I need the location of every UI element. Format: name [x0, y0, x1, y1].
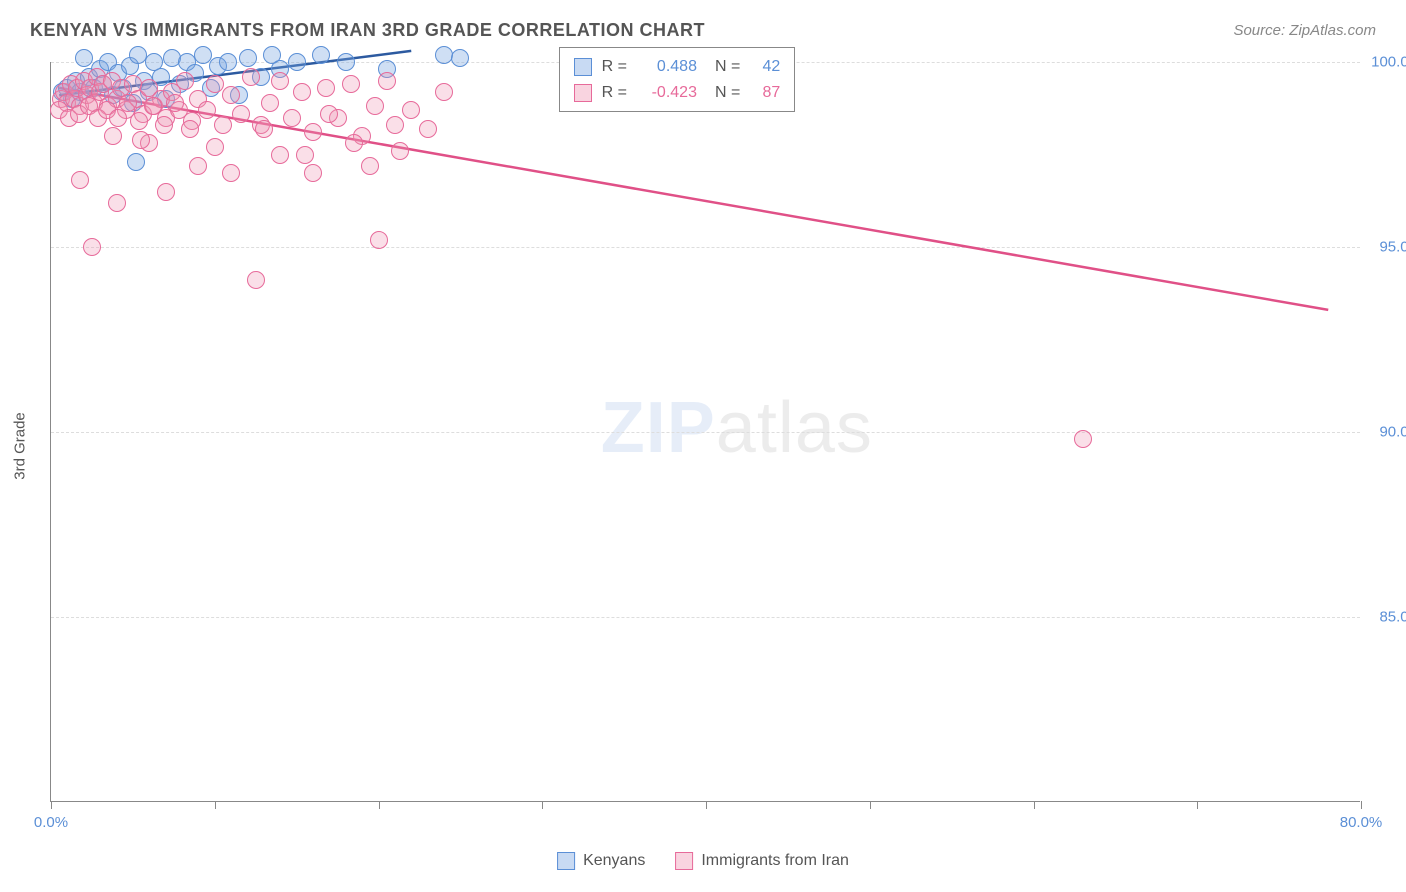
scatter-point — [232, 105, 250, 123]
corr-swatch — [574, 84, 592, 102]
xtick — [1361, 801, 1362, 809]
xtick — [1197, 801, 1198, 809]
scatter-point — [166, 94, 184, 112]
correlation-row: R = 0.488 N = 42 — [574, 54, 781, 80]
scatter-point — [71, 171, 89, 189]
scatter-point — [206, 138, 224, 156]
xtick-label: 0.0% — [34, 814, 68, 831]
scatter-point — [304, 123, 322, 141]
scatter-point — [304, 164, 322, 182]
scatter-point — [176, 72, 194, 90]
scatter-point — [222, 86, 240, 104]
scatter-point — [283, 109, 301, 127]
xtick — [1034, 801, 1035, 809]
legend-swatch-pink — [675, 852, 693, 870]
scatter-point — [402, 101, 420, 119]
scatter-point — [435, 83, 453, 101]
scatter-point — [155, 116, 173, 134]
legend-label-iran: Immigrants from Iran — [701, 852, 849, 870]
scatter-point — [75, 49, 93, 67]
corr-n-label: N = — [715, 80, 740, 106]
legend-item-kenyans: Kenyans — [557, 852, 645, 870]
scatter-point — [189, 157, 207, 175]
correlation-box: R = 0.488 N = 42 R = -0.423 N = 87 — [559, 47, 796, 112]
scatter-point — [296, 146, 314, 164]
y-axis-label: 3rd Grade — [12, 412, 29, 480]
scatter-point — [366, 97, 384, 115]
scatter-point — [132, 131, 150, 149]
scatter-point — [342, 75, 360, 93]
scatter-point — [130, 112, 148, 130]
scatter-point — [108, 194, 126, 212]
bottom-legend: Kenyans Immigrants from Iran — [557, 852, 849, 870]
scatter-point — [320, 105, 338, 123]
xtick — [706, 801, 707, 809]
scatter-point — [1074, 430, 1092, 448]
corr-n-label: N = — [715, 54, 740, 80]
corr-swatch — [574, 58, 592, 76]
legend-label-kenyans: Kenyans — [583, 852, 645, 870]
corr-r-value: 0.488 — [637, 54, 697, 80]
scatter-point — [214, 116, 232, 134]
scatter-point — [317, 79, 335, 97]
ytick-label: 90.0% — [1379, 424, 1406, 441]
xtick — [215, 801, 216, 809]
corr-r-label: R = — [602, 80, 627, 106]
scatter-point — [242, 68, 260, 86]
legend-swatch-blue — [557, 852, 575, 870]
scatter-point — [288, 53, 306, 71]
corr-r-value: -0.423 — [637, 80, 697, 106]
trend-svg — [51, 62, 1361, 802]
scatter-point — [312, 46, 330, 64]
chart-source: Source: ZipAtlas.com — [1233, 22, 1376, 39]
scatter-point — [370, 231, 388, 249]
scatter-point — [361, 157, 379, 175]
scatter-point — [157, 183, 175, 201]
scatter-point — [247, 271, 265, 289]
correlation-row: R = -0.423 N = 87 — [574, 80, 781, 106]
scatter-point — [255, 120, 273, 138]
scatter-point — [435, 46, 453, 64]
scatter-point — [271, 146, 289, 164]
scatter-point — [239, 49, 257, 67]
scatter-point — [206, 75, 224, 93]
scatter-point — [378, 72, 396, 90]
scatter-point — [129, 46, 147, 64]
scatter-point — [219, 53, 237, 71]
scatter-point — [386, 116, 404, 134]
scatter-point — [181, 120, 199, 138]
scatter-point — [337, 53, 355, 71]
xtick — [542, 801, 543, 809]
legend-item-iran: Immigrants from Iran — [675, 852, 849, 870]
chart-title: KENYAN VS IMMIGRANTS FROM IRAN 3RD GRADE… — [30, 20, 705, 41]
scatter-point — [261, 94, 279, 112]
scatter-point — [119, 94, 137, 112]
corr-r-label: R = — [602, 54, 627, 80]
scatter-point — [271, 72, 289, 90]
chart-header: KENYAN VS IMMIGRANTS FROM IRAN 3RD GRADE… — [0, 0, 1406, 51]
scatter-point — [345, 134, 363, 152]
scatter-point — [83, 238, 101, 256]
ytick-label: 95.0% — [1379, 239, 1406, 256]
xtick — [51, 801, 52, 809]
scatter-point — [293, 83, 311, 101]
ytick-label: 85.0% — [1379, 609, 1406, 626]
scatter-point — [391, 142, 409, 160]
ytick-label: 100.0% — [1371, 54, 1406, 71]
xtick — [379, 801, 380, 809]
scatter-point — [144, 97, 162, 115]
scatter-point — [451, 49, 469, 67]
scatter-point — [198, 101, 216, 119]
xtick — [870, 801, 871, 809]
scatter-point — [104, 127, 122, 145]
corr-n-value: 42 — [750, 54, 780, 80]
scatter-chart: ZIPatlas 85.0%90.0%95.0%100.0%0.0%80.0%R… — [50, 62, 1360, 802]
xtick-label: 80.0% — [1340, 814, 1383, 831]
scatter-point — [127, 153, 145, 171]
scatter-point — [222, 164, 240, 182]
corr-n-value: 87 — [750, 80, 780, 106]
scatter-point — [419, 120, 437, 138]
